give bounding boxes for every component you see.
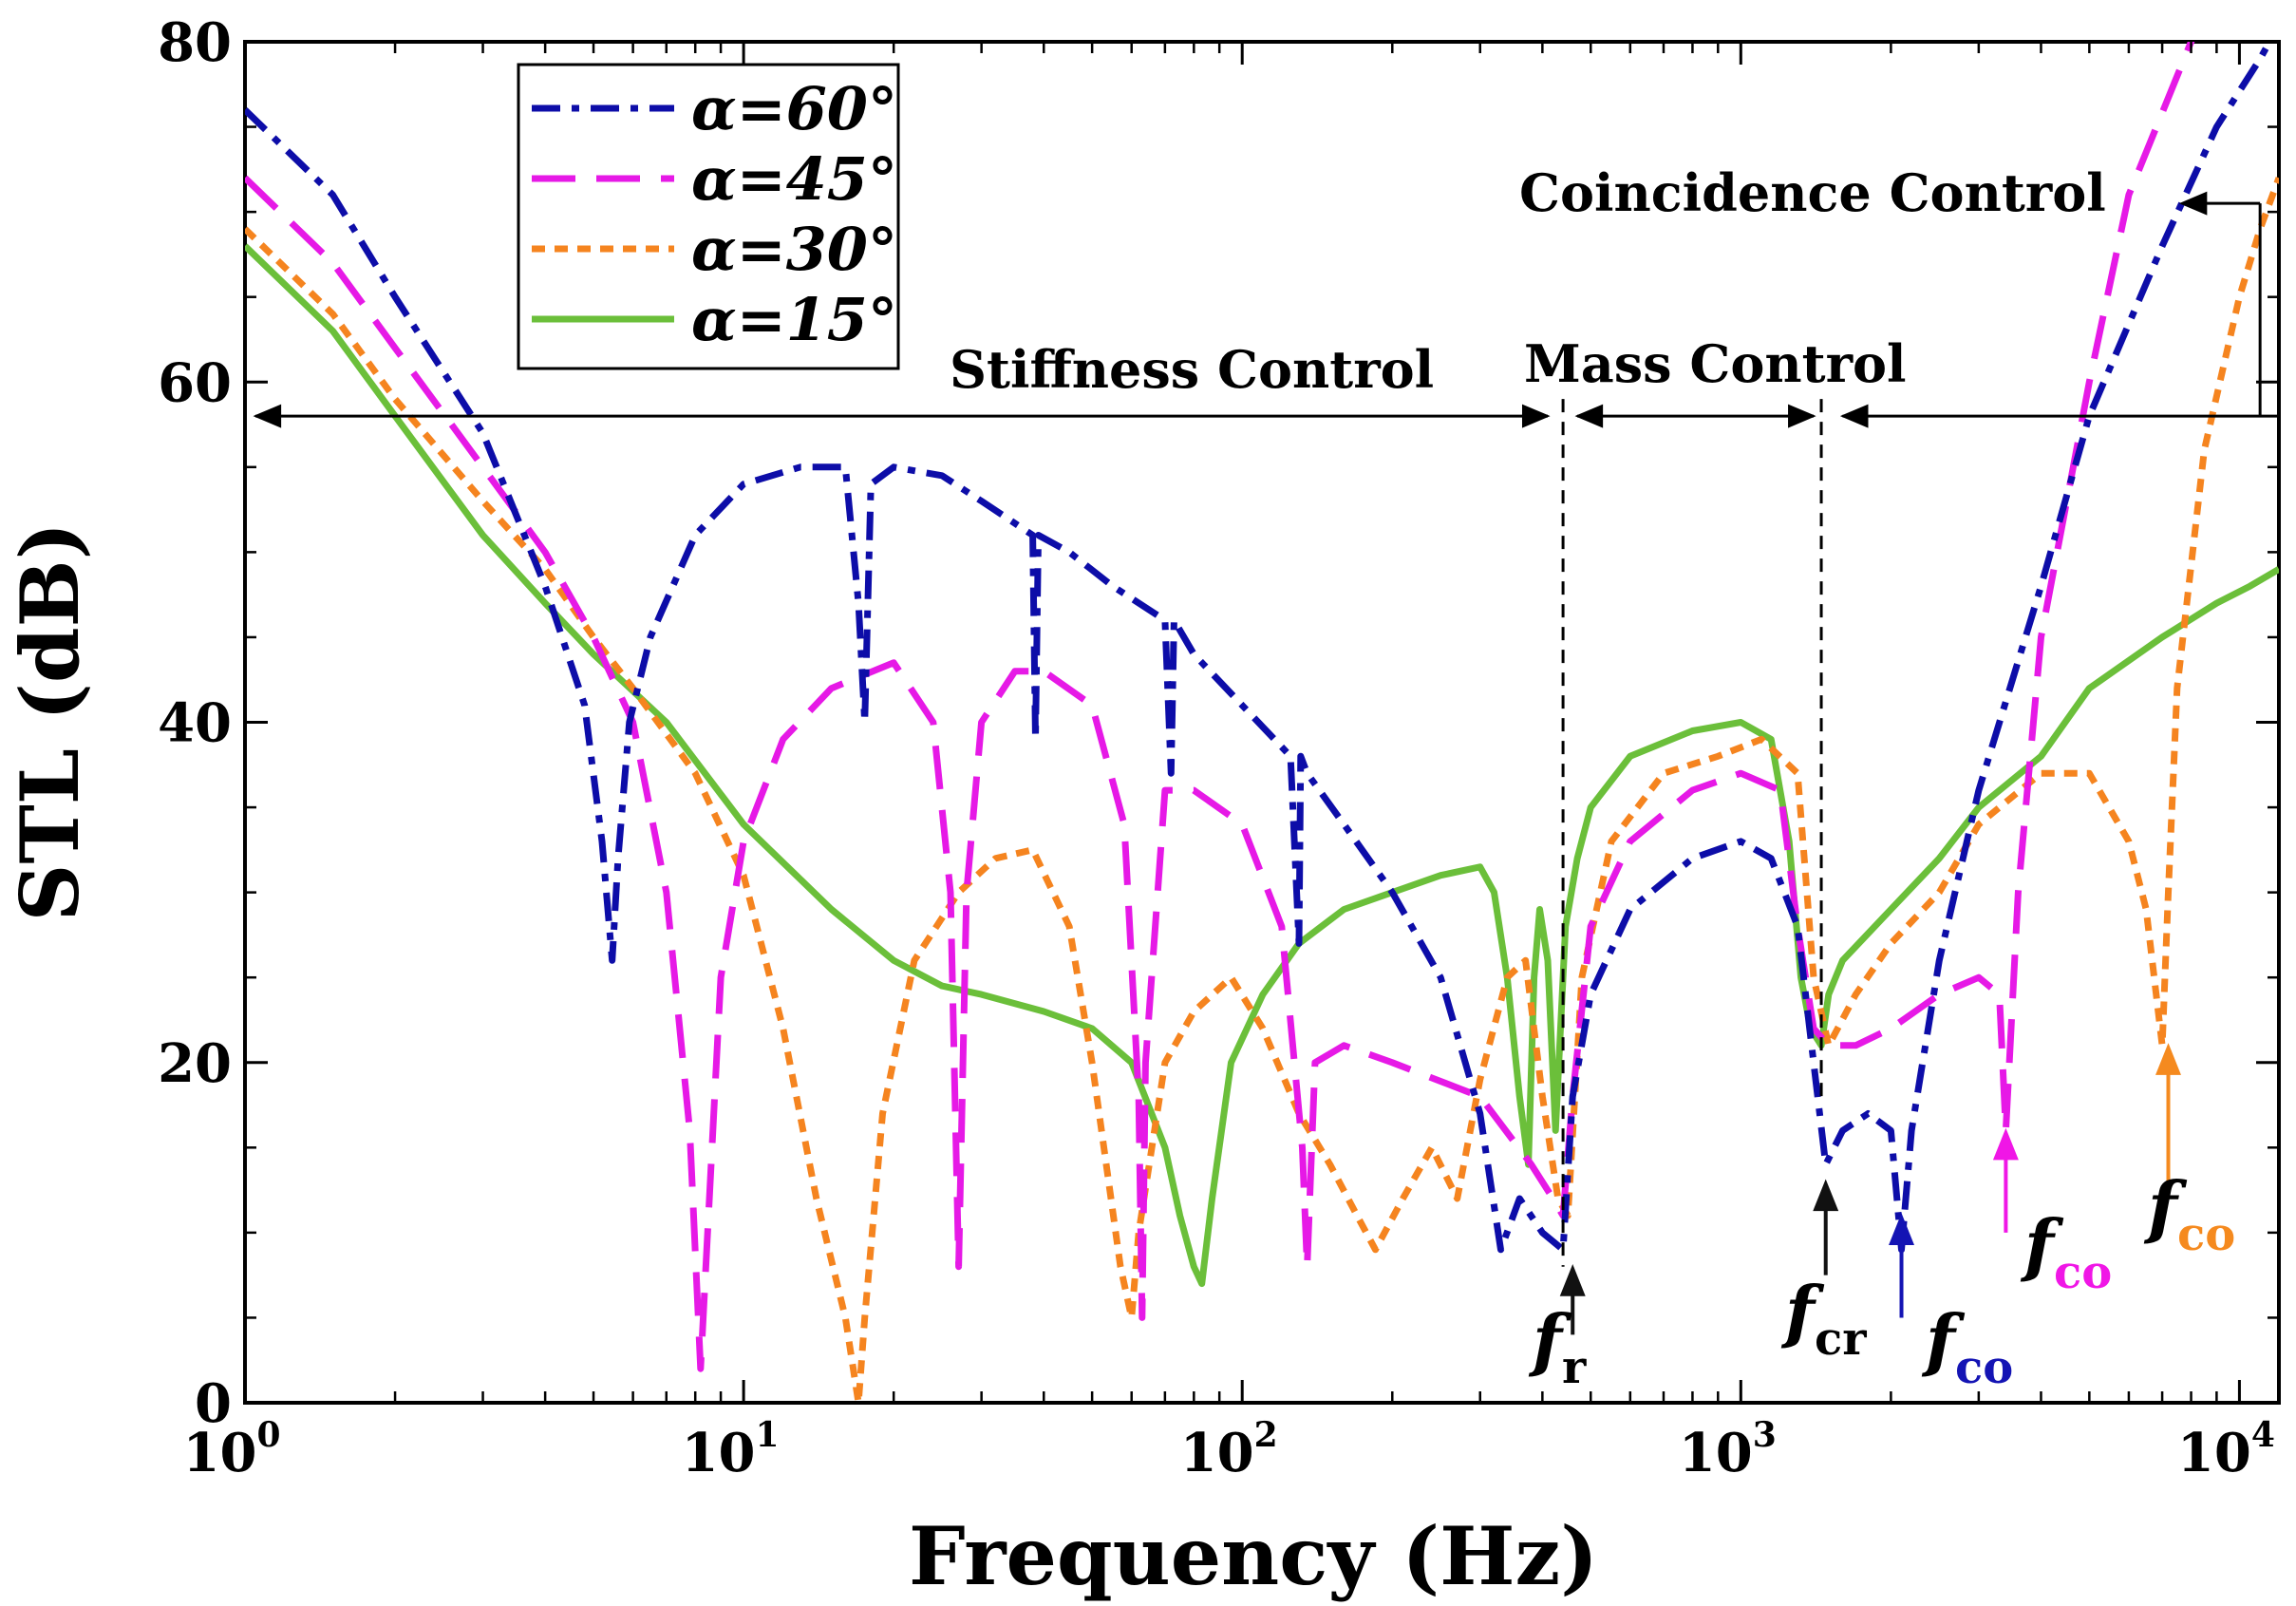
svg-text:fco: fco [2143,1166,2235,1261]
fr-marker-label: fr [1528,1299,1587,1394]
fco-orange-marker-label: fco [2143,1166,2235,1261]
x-axis-title: Frequency (Hz) [909,1509,1598,1603]
fcr-arrow-head [1813,1179,1839,1212]
fco-magenta-sub: co [2054,1246,2112,1299]
fr-sub: r [1562,1341,1587,1394]
fco-orange-sub: co [2177,1208,2235,1261]
mass-control-label: Mass Control [1524,333,1907,394]
legend-label-alpha-30: α=30° [691,215,897,284]
legend: α=60° α=45° α=30° α=15° [517,63,900,370]
mass-arrow-left [1574,404,1604,428]
fco-orange-arrow-head [2155,1043,2181,1075]
series-line-3 [245,243,2279,1288]
fco-magenta-marker-label: fco [2020,1204,2112,1299]
fr-arrow-head [1559,1264,1586,1296]
fco-blue-sub: co [1955,1341,2013,1394]
y-tick-label: 60 [158,351,232,414]
coincidence-arrow-left [1839,404,1869,428]
svg-text:fco: fco [1921,1299,2013,1394]
stiffness-control-label: Stiffness Control [950,339,1434,400]
series-line-2 [245,177,2279,1403]
legend-label-alpha-60: α=60° [691,74,897,143]
fco-magenta-arrow-head [1992,1127,2019,1161]
y-tick-label: 0 [195,1372,232,1435]
tick-layer: 0 20 40 60 80 100 101 102 103 104 [158,11,2279,1484]
y-tick-label: 80 [158,11,232,74]
fco-blue-marker-label: fco [1921,1299,2013,1394]
x-tick-label: 101 [682,1415,780,1484]
legend-label-alpha-45: α=45° [691,144,897,214]
stiffness-arrow-left [253,404,282,428]
legend-item-2: α=30° [532,215,897,284]
x-tick-label: 103 [1679,1415,1777,1484]
svg-text:fcr: fcr [1780,1271,1867,1366]
svg-text:fr: fr [1528,1299,1587,1394]
y-axis-title: STL (dB) [3,522,97,922]
stiffness-arrow-right [1521,404,1551,428]
legend-item-3: α=15° [532,285,897,354]
svg-text:fco: fco [2020,1204,2112,1299]
x-tick-label: 100 [183,1415,281,1484]
series-line-1 [245,42,2195,1372]
series-layer [245,42,2279,1403]
annotation-layer [253,191,2279,1335]
y-tick-label: 40 [158,692,232,755]
coincidence-control-label: Coincidence Control [1519,162,2106,223]
coincidence-bracket-arrow [2178,191,2208,216]
fcr-marker-label: fcr [1780,1271,1867,1366]
x-tick-label: 104 [2177,1415,2275,1484]
series-line-0 [245,42,2274,1254]
x-tick-label: 102 [1180,1415,1278,1484]
fcr-sub: cr [1815,1313,1867,1366]
legend-item-0: α=60° [532,74,897,143]
legend-label-alpha-15: α=15° [691,285,897,354]
y-tick-label: 20 [158,1032,232,1095]
fco-blue-arrow-head [1889,1213,1914,1245]
legend-item-1: α=45° [532,144,897,214]
mass-arrow-right [1788,404,1816,428]
